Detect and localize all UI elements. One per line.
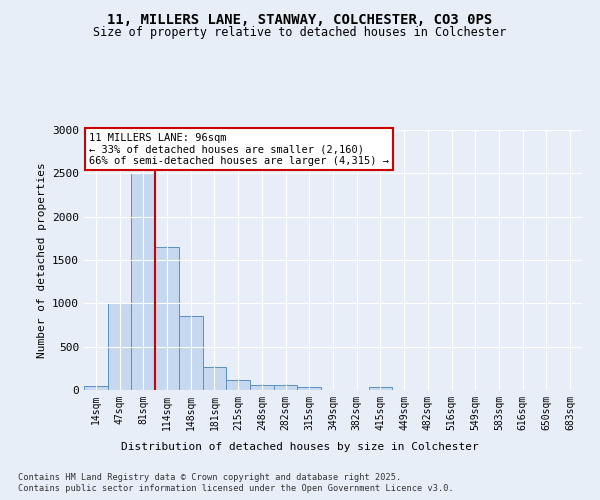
Text: Contains HM Land Registry data © Crown copyright and database right 2025.: Contains HM Land Registry data © Crown c… <box>18 472 401 482</box>
Bar <box>179 316 203 390</box>
Y-axis label: Number of detached properties: Number of detached properties <box>37 162 47 358</box>
Bar <box>226 380 250 390</box>
Bar <box>298 388 321 390</box>
Bar <box>155 247 179 390</box>
Bar <box>131 174 155 390</box>
Text: 11 MILLERS LANE: 96sqm
← 33% of detached houses are smaller (2,160)
66% of semi-: 11 MILLERS LANE: 96sqm ← 33% of detached… <box>89 132 389 166</box>
Bar <box>203 366 226 390</box>
Bar <box>368 388 392 390</box>
Bar <box>84 386 108 390</box>
Bar <box>108 304 131 390</box>
Text: Contains public sector information licensed under the Open Government Licence v3: Contains public sector information licen… <box>18 484 454 493</box>
Text: 11, MILLERS LANE, STANWAY, COLCHESTER, CO3 0PS: 11, MILLERS LANE, STANWAY, COLCHESTER, C… <box>107 12 493 26</box>
Bar <box>274 385 298 390</box>
Text: Distribution of detached houses by size in Colchester: Distribution of detached houses by size … <box>121 442 479 452</box>
Bar <box>250 385 274 390</box>
Text: Size of property relative to detached houses in Colchester: Size of property relative to detached ho… <box>94 26 506 39</box>
